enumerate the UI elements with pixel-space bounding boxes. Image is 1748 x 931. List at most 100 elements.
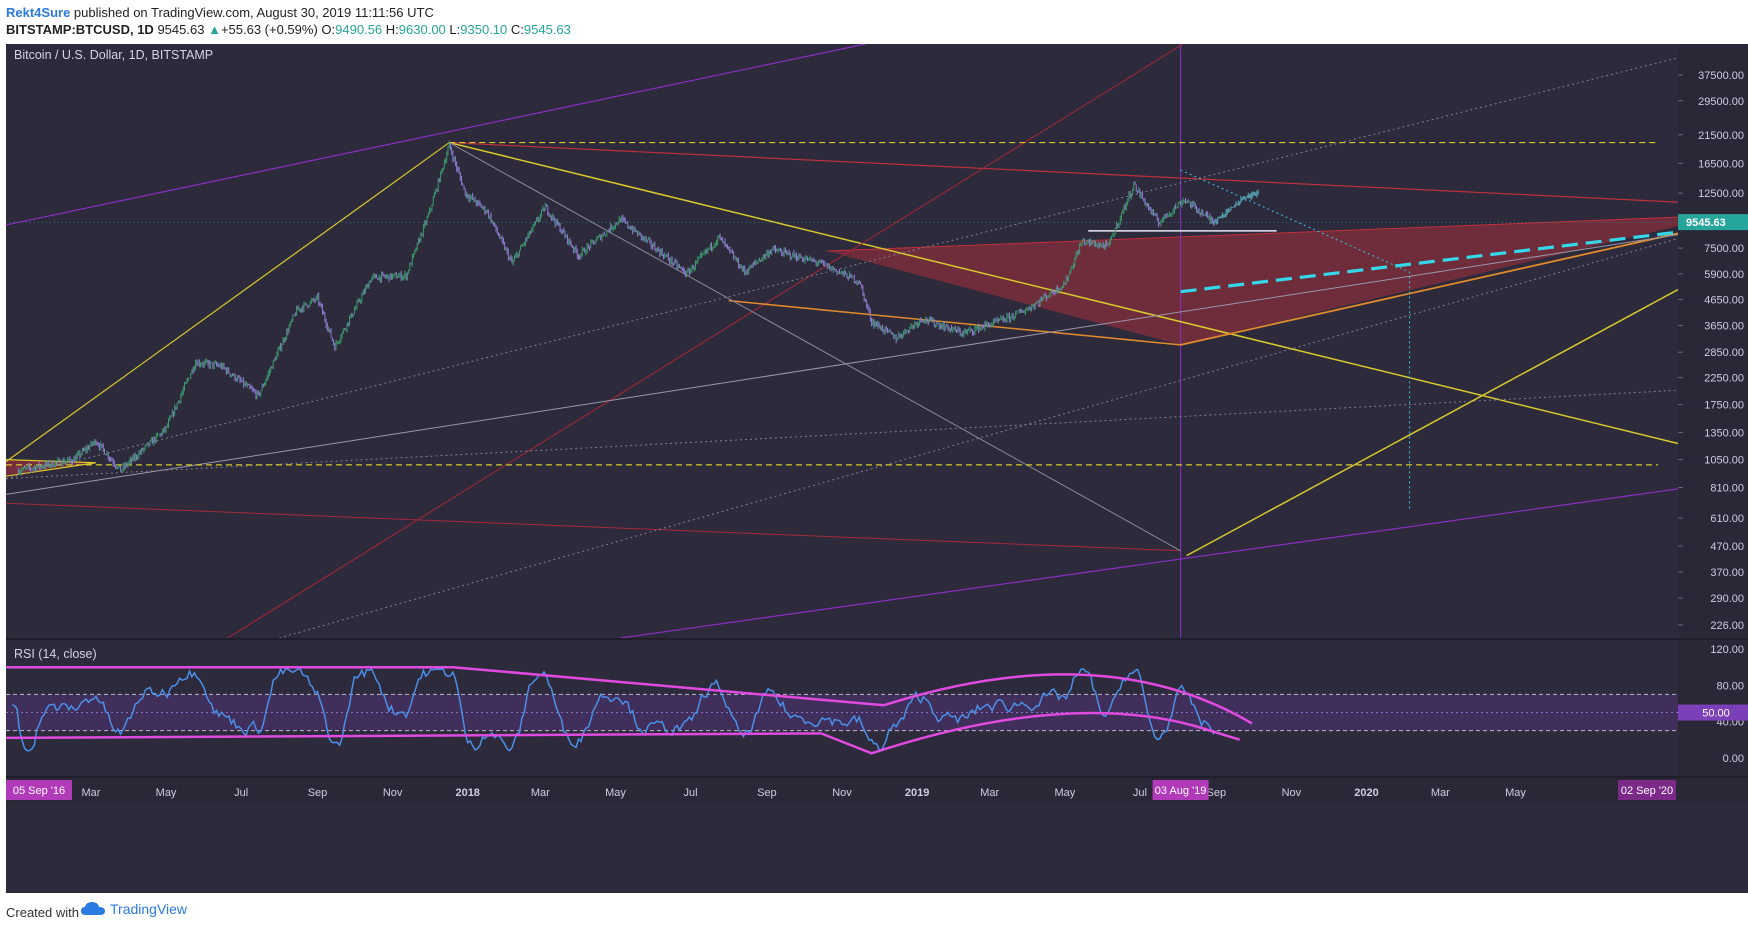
open-label: O: — [321, 22, 336, 37]
grey-support-line — [5, 234, 1679, 495]
price-tick-label: 2250.00 — [1704, 373, 1744, 385]
last-price-value: 9545.63 — [1686, 217, 1726, 229]
dotted-fan-lower — [5, 389, 1679, 480]
price-tick-label: 3650.00 — [1704, 321, 1744, 333]
price-tick-label: 610.00 — [1710, 513, 1744, 525]
time-tick-label: May — [605, 787, 626, 799]
end-date-label: 02 Sep '20 — [1621, 785, 1673, 797]
chart-container[interactable]: Bitcoin / U.S. Dollar, 1D, BITSTAMP 3750… — [5, 43, 1748, 893]
rsi-line — [11, 667, 1215, 752]
orange-up-line — [1180, 232, 1679, 346]
last-price-badge — [1678, 214, 1748, 231]
price-projection — [1213, 189, 1259, 225]
open-value: 9490.56 — [335, 22, 383, 37]
candlestick-series — [17, 140, 1215, 476]
price-tick-label: 37500.00 — [1698, 70, 1744, 82]
price-axis[interactable]: 37500.00 29500.00 21500.00 16500.00 12500.00… — [6, 44, 1748, 638]
time-tick-label: Mar — [531, 787, 550, 799]
price-tick-label: 1050.00 — [1704, 455, 1744, 467]
trendline-drawings[interactable] — [5, 43, 1679, 639]
yellow-rise-line — [5, 142, 450, 463]
grey-diagonal-line — [448, 142, 1181, 552]
start-date-label: 05 Sep '16 — [13, 785, 65, 797]
rsi-descending-line — [452, 665, 884, 707]
chart-title: Bitcoin / U.S. Dollar, 1D, BITSTAMP — [14, 48, 213, 62]
mid-date-label: 03 Aug '19 — [1155, 785, 1207, 797]
time-tick-label: Nov — [383, 787, 403, 799]
time-axis[interactable]: Mar May Jul Sep Nov 2018 Mar May Jul Sep Nov 2019 Ma… — [6, 778, 1748, 803]
price-pane[interactable]: Bitcoin / U.S. Dollar, 1D, BITSTAMP — [5, 43, 1679, 639]
publish-info: Rekt4Sure published on TradingView.com, … — [6, 5, 434, 20]
target-dashed-line — [1180, 230, 1679, 294]
high-label: H: — [385, 22, 399, 37]
footer: Created with TradingView — [0, 893, 1748, 931]
time-tick-label: 2020 — [1354, 787, 1378, 799]
close-label: C: — [510, 22, 524, 37]
price-tick-label: 470.00 — [1710, 541, 1744, 553]
change-icon: ▲ — [208, 22, 221, 37]
yellow-fall-line — [449, 141, 1679, 445]
rsi-value-badge — [1678, 704, 1748, 721]
low-value: 9350.10 — [460, 22, 508, 37]
time-tick-label: Mar — [980, 787, 999, 799]
chart-svg[interactable]: Bitcoin / U.S. Dollar, 1D, BITSTAMP 3750… — [5, 43, 1748, 893]
header: Rekt4Sure published on TradingView.com, … — [0, 0, 1748, 44]
time-tick-label: Jul — [684, 787, 698, 799]
time-tick-label: Jul — [1133, 787, 1147, 799]
time-tick-label: Sep — [1207, 787, 1227, 799]
price-tick-label: 810.00 — [1710, 483, 1744, 495]
price-tick-label: 1350.00 — [1704, 428, 1744, 440]
price-tick-label: 2850.00 — [1704, 347, 1744, 359]
price-tick-label: 29500.00 — [1698, 96, 1744, 108]
projection-dotted-path — [1180, 169, 1411, 510]
price-tick-label: 226.00 — [1710, 620, 1744, 632]
start-date-badge — [6, 780, 72, 800]
close-value: 9545.63 — [523, 22, 571, 37]
rsi-tick-label: 80.00 — [1716, 680, 1744, 692]
price-tick-label: 16500.00 — [1698, 158, 1744, 170]
published-text: published on TradingView.com, August 30,… — [70, 5, 434, 20]
red-lower-line — [5, 502, 1181, 552]
price-tick-label: 370.00 — [1710, 567, 1744, 579]
time-tick-label: Mar — [81, 787, 100, 799]
price-tick-label: 1750.00 — [1704, 400, 1744, 412]
time-tick-label: May — [1054, 787, 1075, 799]
time-tick-label: Sep — [308, 787, 328, 799]
high-value: 9630.00 — [398, 22, 446, 37]
wedge-upper-line — [827, 216, 1679, 252]
time-tick-label: Mar — [1431, 787, 1450, 799]
price-tick-label: 7500.00 — [1704, 243, 1744, 255]
end-date-badge — [1618, 780, 1676, 800]
tradingview-logo[interactable]: TradingView — [80, 901, 187, 917]
red-resistance-line — [449, 141, 1679, 203]
ohlc-line: BITSTAMP:BTCUSD, 1D 9545.63 ▲+55.63 (+0.… — [6, 22, 571, 37]
rsi-title: RSI (14, close) — [14, 647, 97, 661]
time-tick-label: Jul — [234, 787, 248, 799]
low-label: L: — [449, 22, 461, 37]
rsi-bottom-line — [5, 732, 822, 740]
price-tick-label: 21500.00 — [1698, 130, 1744, 142]
last-price: 9545.63 — [157, 22, 205, 37]
rsi-upper-arc — [883, 673, 1253, 725]
time-tick-label: Nov — [832, 787, 852, 799]
rsi-lower-arc — [820, 711, 1241, 755]
rsi-tick-label: 120.00 — [1710, 644, 1744, 656]
red-wedge-fill — [827, 217, 1678, 345]
time-tick-label: 2019 — [905, 787, 929, 799]
rsi-value-label: 50.00 — [1702, 708, 1730, 720]
time-tick-label: May — [1505, 787, 1526, 799]
cloud-icon — [81, 902, 105, 915]
rsi-tick-label: 0.00 — [1723, 753, 1744, 765]
purple-channel-upper — [5, 43, 866, 226]
orange-down-line — [728, 299, 1181, 346]
symbol-label: BITSTAMP:BTCUSD, 1D — [6, 22, 154, 37]
change-value: +55.63 (+0.59%) — [220, 22, 318, 37]
tradingview-brand: TradingView — [110, 901, 188, 917]
time-tick-label: May — [156, 787, 177, 799]
rsi-pane[interactable]: RSI (14, close) — [5, 640, 1678, 776]
price-tick-label: 290.00 — [1710, 593, 1744, 605]
author-link[interactable]: Rekt4Sure — [6, 5, 71, 20]
mid-date-badge — [1152, 780, 1209, 800]
time-tick-label: Nov — [1282, 787, 1302, 799]
